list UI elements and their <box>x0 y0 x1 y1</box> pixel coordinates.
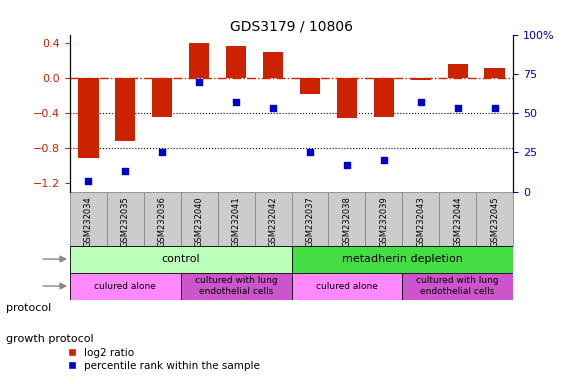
FancyBboxPatch shape <box>181 273 292 300</box>
Text: GSM232039: GSM232039 <box>380 196 388 247</box>
Text: GSM232044: GSM232044 <box>453 196 462 247</box>
Bar <box>337 78 357 118</box>
Point <box>305 149 315 156</box>
FancyBboxPatch shape <box>439 192 476 245</box>
Text: GSM232040: GSM232040 <box>195 196 203 247</box>
FancyBboxPatch shape <box>255 192 292 245</box>
Bar <box>189 43 209 78</box>
Point <box>231 99 241 105</box>
Bar <box>226 46 246 78</box>
Legend: log2 ratio, percentile rank within the sample: log2 ratio, percentile rank within the s… <box>64 344 264 375</box>
Bar <box>78 78 99 159</box>
Bar <box>263 52 283 78</box>
Text: GSM232038: GSM232038 <box>342 196 352 247</box>
Point <box>490 105 499 111</box>
Title: GDS3179 / 10806: GDS3179 / 10806 <box>230 20 353 33</box>
FancyBboxPatch shape <box>70 273 181 300</box>
Point <box>84 177 93 184</box>
FancyBboxPatch shape <box>181 192 217 245</box>
Point <box>416 99 426 105</box>
Text: protocol: protocol <box>6 303 51 313</box>
Text: GSM232034: GSM232034 <box>84 196 93 247</box>
Text: GSM232037: GSM232037 <box>305 196 314 247</box>
Text: GSM232045: GSM232045 <box>490 196 499 247</box>
Text: GSM232036: GSM232036 <box>158 196 167 247</box>
FancyBboxPatch shape <box>70 192 107 245</box>
Text: culured alone: culured alone <box>94 281 156 291</box>
Point <box>195 79 204 85</box>
FancyBboxPatch shape <box>402 192 439 245</box>
FancyBboxPatch shape <box>476 192 513 245</box>
FancyBboxPatch shape <box>217 192 255 245</box>
FancyBboxPatch shape <box>144 192 181 245</box>
Text: cultured with lung
endothelial cells: cultured with lung endothelial cells <box>195 276 278 296</box>
Point <box>157 149 167 156</box>
FancyBboxPatch shape <box>328 192 366 245</box>
Point <box>268 105 278 111</box>
Bar <box>484 68 505 78</box>
Text: control: control <box>161 254 200 264</box>
Text: metadherin depletion: metadherin depletion <box>342 254 463 264</box>
FancyBboxPatch shape <box>107 192 144 245</box>
Text: GSM232043: GSM232043 <box>416 196 425 247</box>
Text: growth protocol: growth protocol <box>6 334 93 344</box>
Bar <box>448 64 468 78</box>
Text: GSM232035: GSM232035 <box>121 196 130 247</box>
FancyBboxPatch shape <box>366 192 402 245</box>
Bar <box>410 78 431 80</box>
FancyBboxPatch shape <box>292 192 328 245</box>
Text: cultured with lung
endothelial cells: cultured with lung endothelial cells <box>416 276 499 296</box>
FancyBboxPatch shape <box>292 245 513 273</box>
Bar <box>374 78 394 117</box>
Bar <box>115 78 135 141</box>
Text: GSM232041: GSM232041 <box>231 196 241 247</box>
Point <box>379 157 388 163</box>
FancyBboxPatch shape <box>292 273 402 300</box>
FancyBboxPatch shape <box>70 245 292 273</box>
Point <box>342 162 352 168</box>
Bar <box>300 78 320 94</box>
Point <box>121 168 130 174</box>
FancyBboxPatch shape <box>402 273 513 300</box>
Text: GSM232042: GSM232042 <box>269 196 278 247</box>
Text: culured alone: culured alone <box>316 281 378 291</box>
Bar <box>152 78 173 117</box>
Point <box>453 105 462 111</box>
